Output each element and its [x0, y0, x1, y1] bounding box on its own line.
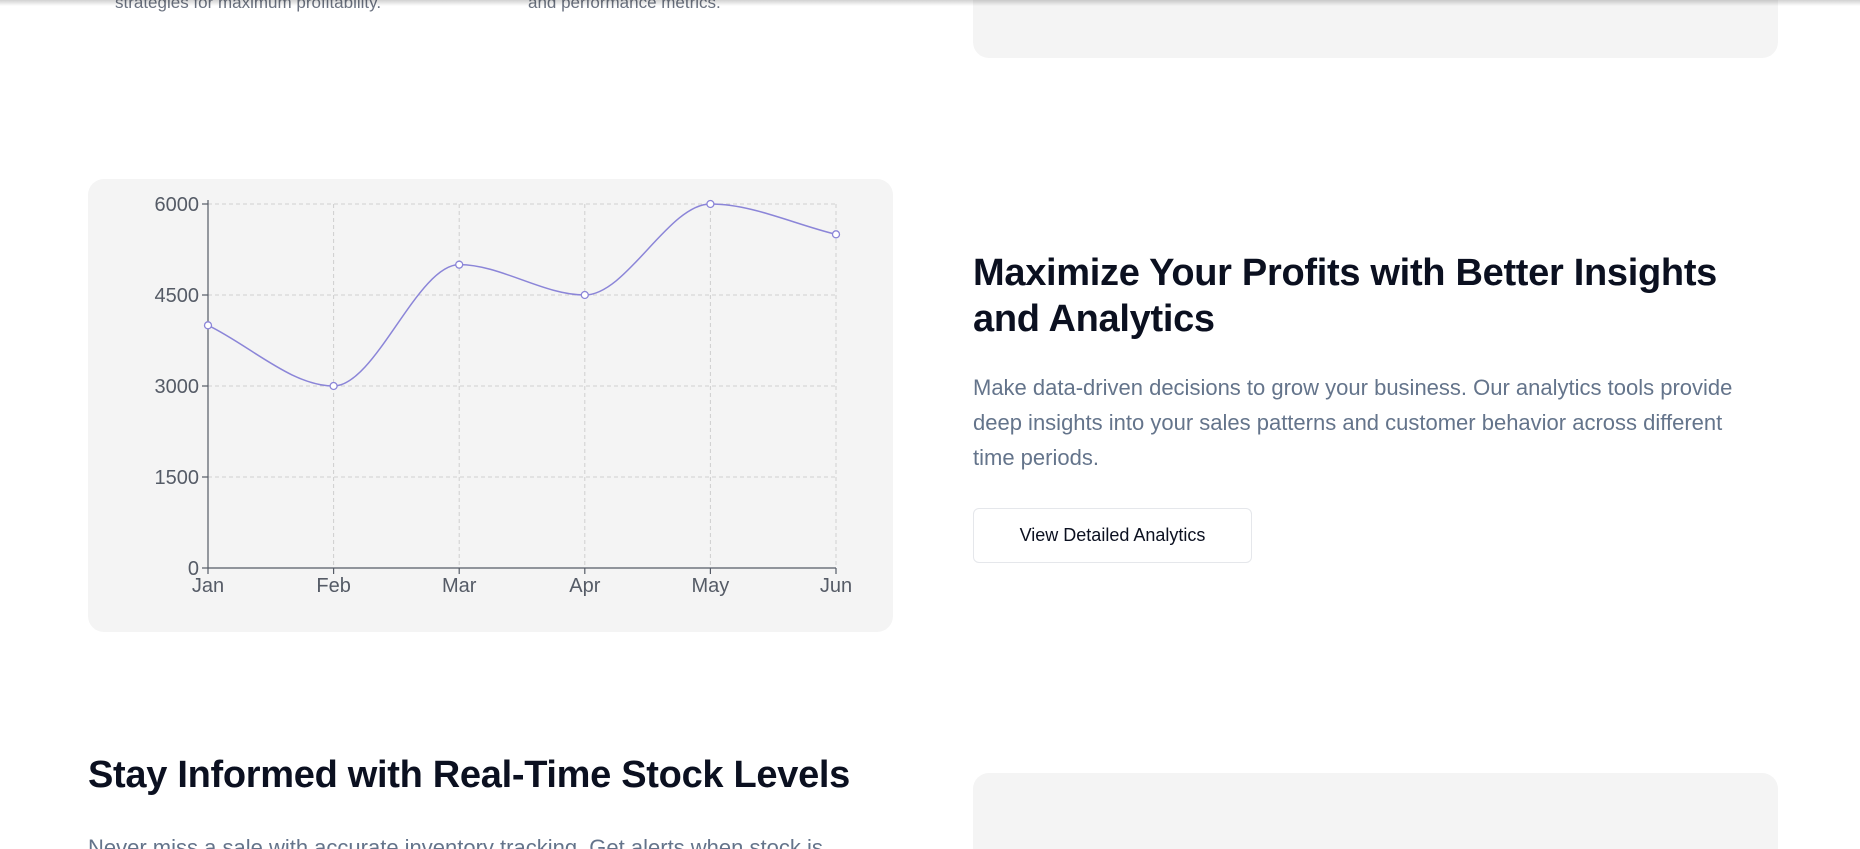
y-tick-label-1: 1500	[155, 467, 200, 489]
x-tick-label-1: Feb	[316, 575, 350, 597]
x-tick-label-0: Jan	[192, 575, 224, 597]
data-point-may	[706, 199, 715, 209]
stock-description: Never miss a sale with accurate inventor…	[88, 835, 823, 849]
view-detailed-analytics-button[interactable]: View Detailed Analytics	[973, 508, 1252, 563]
data-point-mar	[455, 260, 464, 269]
top-image-placeholder	[973, 0, 1778, 58]
data-point-feb	[329, 381, 338, 391]
y-tick-label-3: 4500	[155, 285, 200, 307]
data-point-apr	[580, 290, 589, 300]
analytics-description: Make data-driven decisions to grow your …	[973, 375, 1733, 470]
feature-description-profitability: strategies for maximum profitability.	[115, 0, 382, 12]
data-point-jan	[203, 321, 213, 330]
data-point-jun	[831, 230, 841, 239]
x-tick-label-2: Mar	[442, 575, 477, 597]
y-tick-label-4: 6000	[155, 194, 200, 216]
feature-description-performance: and performance metrics.	[528, 0, 721, 12]
analytics-heading: Maximize Your Profits with Better Insigh…	[973, 252, 1718, 340]
y-tick-label-0: 0	[188, 558, 199, 580]
analytics-chart-card: 0 1500 3000 4500 6000 Jan Feb Mar Apr May Jun	[88, 179, 893, 632]
x-tick-label-4: May	[692, 575, 730, 597]
stock-heading: Stay Informed with Real-Time Stock Level…	[88, 754, 851, 796]
analytics-content: Maximize Your Profits with Better Insigh…	[973, 250, 1783, 563]
sales-line-chart: 0 1500 3000 4500 6000 Jan Feb Mar Apr May Jun	[155, 194, 853, 597]
y-tick-label-2: 3000	[155, 376, 200, 398]
x-tick-label-5: Jun	[820, 575, 852, 597]
stock-image-placeholder	[973, 773, 1778, 849]
x-tick-label-3: Apr	[569, 575, 600, 597]
